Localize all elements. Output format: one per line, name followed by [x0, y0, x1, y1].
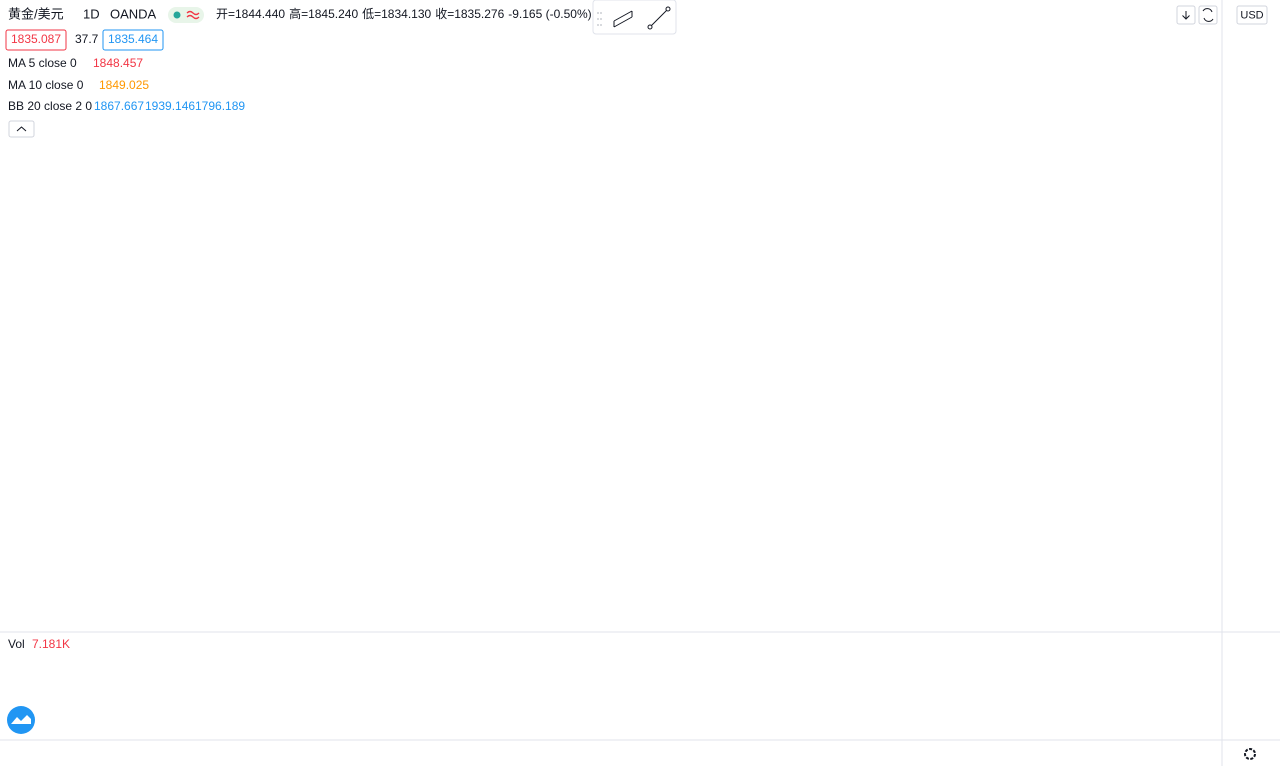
open-text: 开=1844.440 — [216, 7, 285, 21]
volume-name: Vol — [8, 637, 25, 651]
low-text: 低=1834.130 — [362, 7, 431, 21]
bb-lower: 1796.189 — [195, 99, 245, 113]
close-text: 收=1835.276 — [435, 7, 504, 21]
legend: 黄金/美元 1D OANDA 开=1844.440 高=1845.240 低=183… — [5, 6, 592, 651]
source: OANDA — [110, 6, 157, 21]
ask-box[interactable] — [102, 29, 164, 51]
spread: 37.7 — [75, 32, 99, 46]
currency: USD — [1240, 9, 1263, 21]
collapse-button[interactable] — [8, 120, 35, 138]
ma10-value: 1849.025 — [99, 78, 149, 92]
bb-basis: 1867.667 — [94, 99, 144, 113]
ma5-name: MA 5 close 0 — [8, 56, 77, 70]
ask: 1835.464 — [108, 32, 158, 46]
high-text: 高=1845.240 — [289, 6, 358, 21]
change-text: -9.165 (-0.50%) — [508, 7, 591, 21]
collapse-icon — [16, 126, 27, 132]
bid: 1835.087 — [11, 32, 61, 46]
toolbar — [592, 0, 677, 35]
ma5-value: 1848.457 — [93, 56, 143, 70]
logo-mark — [11, 715, 31, 724]
bid-box[interactable] — [5, 29, 67, 51]
toolbar-box — [592, 0, 677, 35]
symbol: 黄金/美元 — [8, 6, 64, 21]
currency-button[interactable] — [1236, 5, 1268, 25]
bb-upper: 1939.146 — [145, 99, 195, 113]
settings-icon[interactable] — [1244, 748, 1256, 760]
status-dot — [173, 11, 181, 19]
trend-line-tool[interactable] — [649, 8, 669, 28]
logo[interactable] — [7, 706, 35, 734]
trend-line-handle — [665, 6, 671, 12]
scroll-icon — [1182, 11, 1190, 20]
interval: 1D — [83, 6, 100, 21]
channel-tool[interactable] — [613, 10, 633, 28]
status-icon — [186, 10, 200, 20]
volume-value: 7.181K — [32, 637, 70, 651]
reset-icon — [1202, 8, 1214, 22]
status-pill[interactable] — [168, 7, 204, 23]
ohlc: 开=1844.440 高=1845.240 低=1834.130 收=1835.276… — [216, 6, 592, 21]
bb-name: BB 20 close 2 0 — [8, 99, 92, 113]
trend-line-handle — [647, 24, 653, 30]
drag-handle[interactable] — [597, 12, 602, 26]
ma10-name: MA 10 close 0 — [8, 78, 84, 92]
